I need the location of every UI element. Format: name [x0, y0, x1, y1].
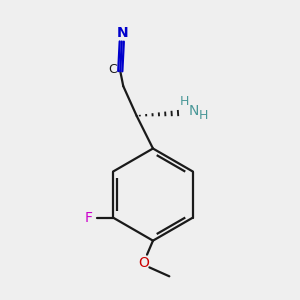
- Text: H: H: [180, 95, 190, 108]
- Text: C: C: [109, 63, 117, 76]
- Text: F: F: [84, 211, 92, 225]
- Text: O: O: [139, 256, 149, 270]
- Text: H: H: [199, 109, 208, 122]
- Text: N: N: [116, 26, 128, 40]
- Text: N: N: [188, 104, 199, 118]
